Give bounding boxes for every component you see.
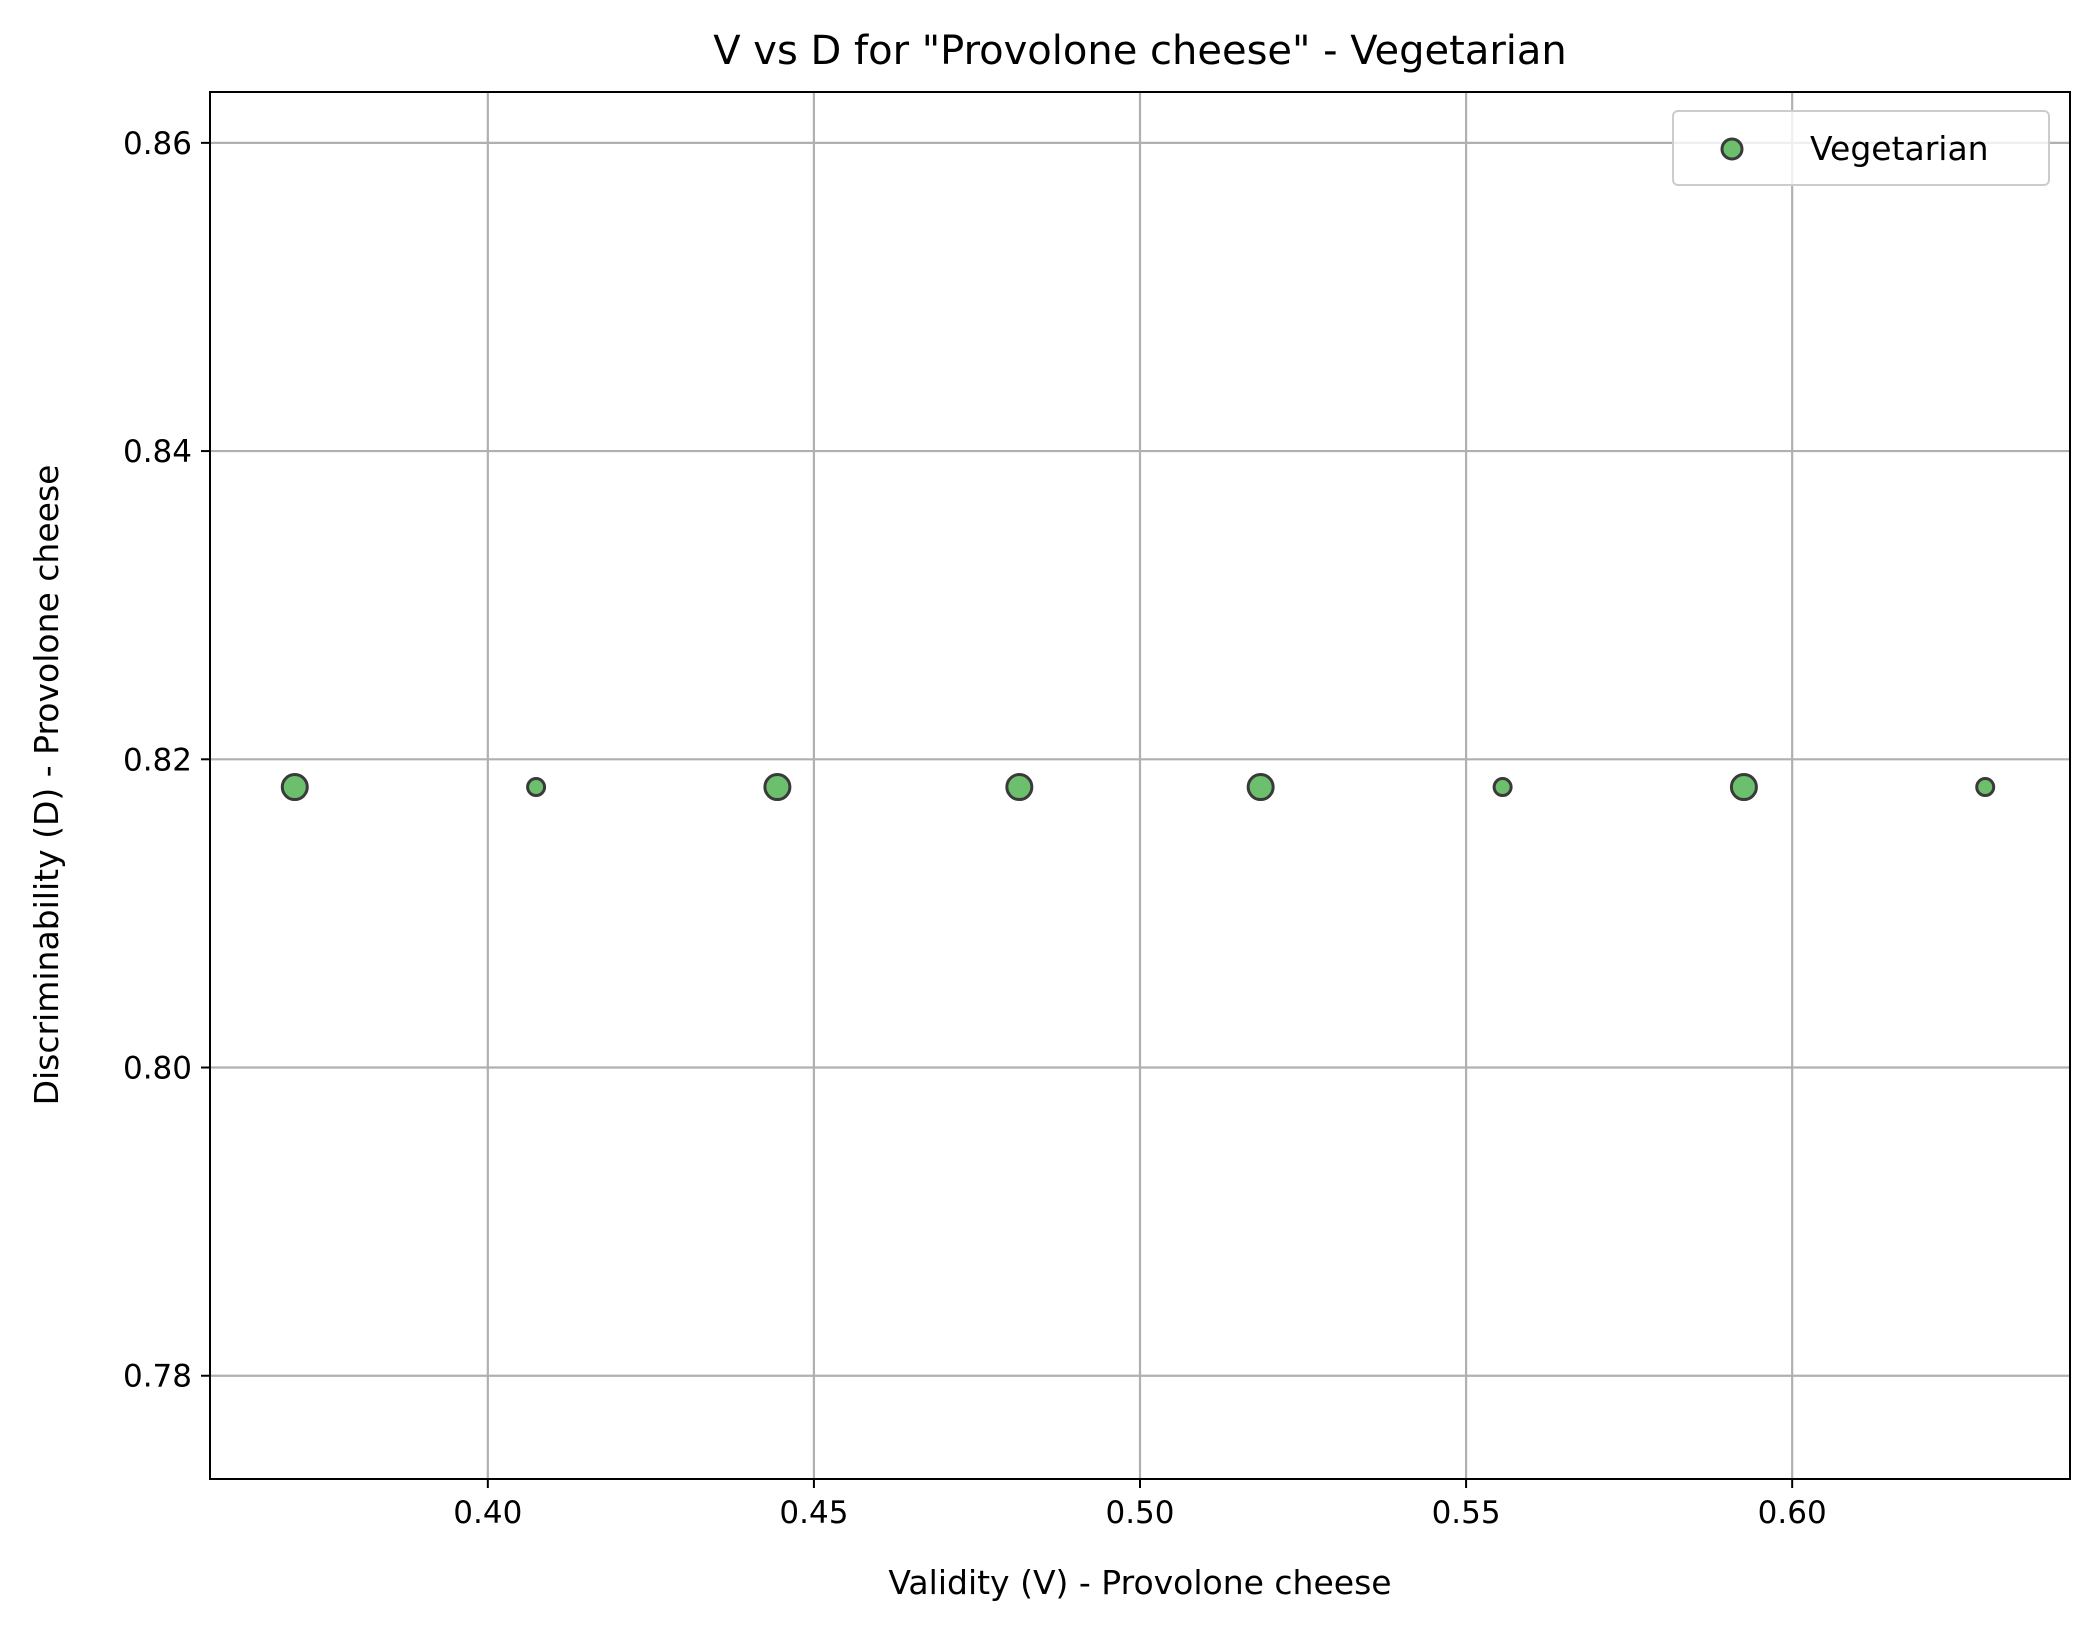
x-axis-ticks: 0.40 0.45 0.50 0.55 0.60 <box>453 1479 1827 1531</box>
data-point <box>526 777 547 798</box>
data-points <box>280 773 1996 802</box>
data-point <box>1729 773 1758 802</box>
data-point <box>280 773 309 802</box>
x-tick-label: 0.50 <box>1105 1495 1174 1531</box>
y-tick-label: 0.78 <box>123 1359 192 1395</box>
legend-box <box>1672 110 2050 186</box>
legend-marker-vegetarian <box>1720 137 1744 161</box>
x-tick-label: 0.40 <box>453 1495 522 1531</box>
y-axis-ticks: 0.78 0.80 0.82 0.84 0.86 <box>123 126 210 1395</box>
data-point <box>763 773 792 802</box>
chart-title: V vs D for "Provolone cheese" - Vegetari… <box>713 28 1567 74</box>
x-tick-label: 0.45 <box>779 1495 848 1531</box>
y-tick-label: 0.84 <box>123 434 192 470</box>
y-tick-label: 0.80 <box>123 1051 192 1087</box>
y-axis-label: Discriminability (D) - Provolone cheese <box>27 465 66 1106</box>
legend: Vegetarian <box>1672 110 2050 186</box>
data-point <box>1005 773 1034 802</box>
legend-label-vegetarian: Vegetarian <box>1810 129 1989 168</box>
x-tick-label: 0.60 <box>1758 1495 1827 1531</box>
y-tick-label: 0.82 <box>123 742 192 778</box>
x-tick-label: 0.55 <box>1432 1495 1501 1531</box>
data-point <box>1975 777 1996 798</box>
data-point <box>1492 777 1513 798</box>
plot-frame <box>209 91 2071 1480</box>
y-tick-label: 0.86 <box>123 126 192 162</box>
data-point <box>1246 773 1275 802</box>
x-axis-label: Validity (V) - Provolone cheese <box>888 1563 1391 1602</box>
grid <box>210 92 2070 1479</box>
